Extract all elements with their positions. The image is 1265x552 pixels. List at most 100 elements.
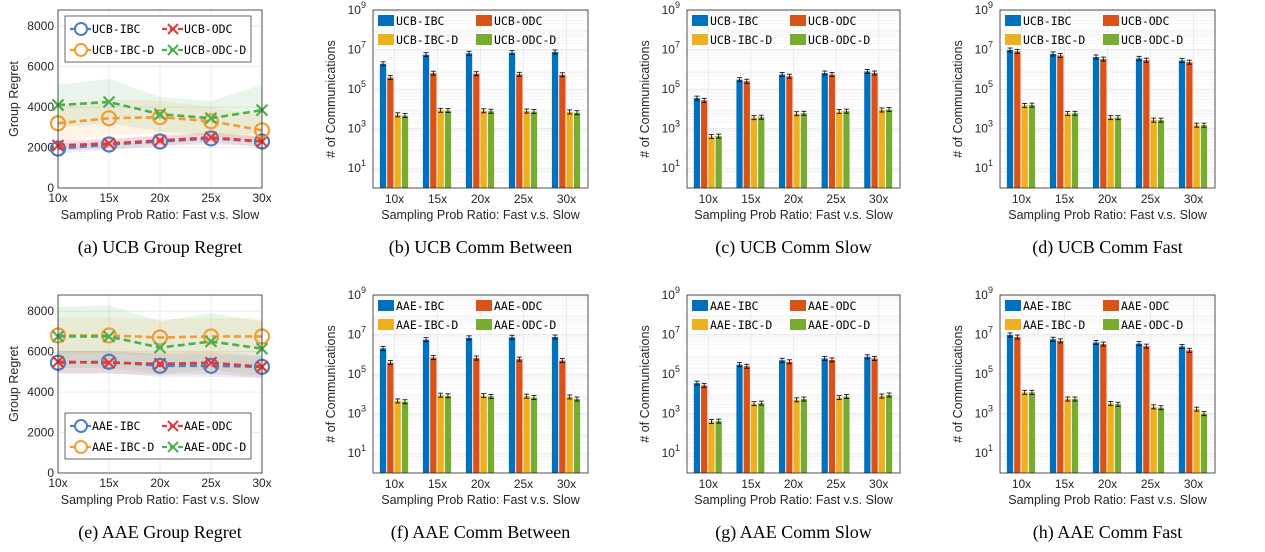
bar bbox=[551, 337, 559, 473]
bar bbox=[566, 396, 573, 473]
y-tick-label: 105 bbox=[975, 364, 993, 381]
panel-caption: (h) AAE Comm Fast bbox=[1033, 522, 1183, 543]
x-tick-label: 20x bbox=[784, 192, 803, 206]
axes-frame bbox=[57, 294, 263, 474]
x-tick-label: 25x bbox=[201, 476, 220, 490]
bar bbox=[786, 361, 793, 473]
bar bbox=[1114, 404, 1122, 473]
bar bbox=[1200, 413, 1208, 473]
legend-swatch bbox=[1103, 15, 1119, 26]
bar bbox=[871, 358, 878, 473]
bar bbox=[1114, 117, 1122, 188]
axes-frame bbox=[372, 9, 589, 189]
data-point bbox=[204, 356, 218, 370]
x-tick-label: 20x bbox=[471, 192, 490, 206]
legend-swatch bbox=[790, 319, 806, 330]
bar bbox=[473, 358, 480, 473]
bar bbox=[743, 81, 750, 188]
legend-label: UCB-ODC-D bbox=[184, 43, 246, 57]
panel-f: (f) AAE Comm Between Sampling Prob Ratio:… bbox=[324, 285, 589, 543]
bar bbox=[864, 71, 871, 188]
legend-swatch bbox=[1103, 319, 1119, 330]
data-point bbox=[151, 133, 169, 150]
legend-label: UCB-IBC-D bbox=[92, 43, 154, 57]
bar bbox=[821, 358, 828, 473]
panel-d: (d) UCB Comm Fast Sampling Prob Ratio: Fa… bbox=[951, 0, 1216, 258]
x-axis-label: Sampling Prob Ratio: Fast v.s. Slow bbox=[381, 493, 580, 507]
y-tick-label: 101 bbox=[662, 158, 680, 175]
x-tick-label: 15x bbox=[99, 191, 118, 205]
x-tick-label: 25x bbox=[201, 191, 220, 205]
legend-swatch bbox=[476, 34, 492, 45]
legend-label: UCB-ODC bbox=[1121, 14, 1170, 28]
data-point bbox=[153, 107, 167, 121]
bar bbox=[701, 100, 708, 188]
bar bbox=[693, 383, 701, 473]
x-tick-label: 25x bbox=[1141, 477, 1160, 491]
legend-label: AAE-IBC-D bbox=[1023, 318, 1085, 332]
bar bbox=[693, 98, 701, 188]
bar bbox=[573, 399, 581, 473]
bar bbox=[715, 421, 722, 473]
bar bbox=[401, 115, 409, 188]
bar bbox=[1193, 125, 1200, 188]
panel-caption: (a) UCB Group Regret bbox=[78, 237, 242, 258]
bar bbox=[1064, 399, 1071, 473]
bar bbox=[871, 73, 878, 188]
x-tick-label: 20x bbox=[150, 476, 169, 490]
bar bbox=[1057, 340, 1064, 473]
bar bbox=[878, 109, 885, 188]
y-tick-label: 6000 bbox=[27, 345, 54, 359]
x-tick-label: 25x bbox=[514, 477, 533, 491]
y-tick-label: 0 bbox=[47, 466, 54, 480]
bar bbox=[1178, 346, 1186, 473]
y-tick-label: 105 bbox=[662, 79, 680, 96]
panel-caption: (b) UCB Comm Between bbox=[389, 237, 572, 258]
bar bbox=[836, 397, 843, 473]
legend-box bbox=[64, 412, 252, 460]
legend-label: UCB-IBC-D bbox=[396, 33, 458, 47]
x-tick-label: 20x bbox=[1098, 192, 1117, 206]
bar bbox=[828, 359, 836, 473]
bar bbox=[736, 364, 743, 473]
panel-caption: (e) AAE Group Regret bbox=[78, 522, 241, 543]
x-tick-label: 10x bbox=[385, 192, 404, 206]
bar bbox=[487, 396, 495, 473]
legend-label: AAE-ODC-D bbox=[494, 318, 556, 332]
data-point bbox=[102, 137, 116, 150]
bar bbox=[701, 385, 708, 473]
legend-label: UCB-IBC bbox=[92, 22, 141, 36]
legend-swatch bbox=[378, 34, 394, 45]
bar bbox=[1006, 334, 1014, 473]
x-tick-label: 25x bbox=[514, 192, 533, 206]
legend-swatch bbox=[476, 319, 492, 330]
bar bbox=[779, 74, 786, 188]
bar bbox=[743, 366, 750, 473]
bar bbox=[1157, 407, 1165, 473]
x-tick-label: 20x bbox=[1098, 477, 1117, 491]
axes-frame bbox=[57, 9, 263, 189]
legend-swatch bbox=[378, 15, 394, 26]
bar bbox=[843, 396, 850, 473]
y-axis-label: # of Communications bbox=[951, 325, 965, 442]
bar bbox=[779, 360, 786, 473]
panel-a: (a) UCB Group Regret Sampling Prob Ratio:… bbox=[7, 9, 272, 258]
legend-swatch bbox=[1103, 300, 1119, 311]
legend-swatch bbox=[692, 15, 708, 26]
legend-label: AAE-ODC bbox=[1121, 299, 1170, 313]
legend-label: UCB-ODC-D bbox=[808, 33, 870, 47]
bar bbox=[480, 110, 487, 188]
bar bbox=[1049, 339, 1057, 473]
legend-swatch bbox=[476, 300, 492, 311]
bar bbox=[1064, 113, 1071, 188]
x-tick-label: 15x bbox=[741, 192, 760, 206]
bar bbox=[793, 399, 800, 473]
axes-frame bbox=[686, 9, 901, 189]
x-tick-label: 20x bbox=[471, 477, 490, 491]
data-point bbox=[151, 109, 169, 126]
bar bbox=[1150, 120, 1157, 188]
data-point bbox=[202, 328, 220, 345]
panel-caption: (c) UCB Comm Slow bbox=[715, 237, 872, 258]
panel-c: (c) UCB Comm Slow Sampling Prob Ratio: Fa… bbox=[638, 0, 901, 258]
